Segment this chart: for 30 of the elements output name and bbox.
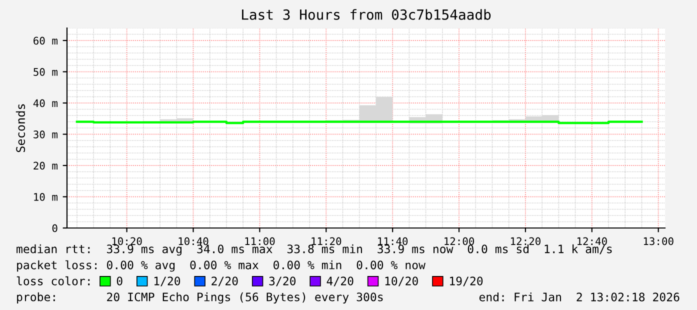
legend-label: 10/20	[385, 276, 418, 286]
legend-label: 0	[116, 276, 122, 286]
x-tick-label: 12:40	[577, 237, 607, 246]
legend-label: 1/20	[154, 276, 180, 286]
x-tick-label: 11:00	[245, 237, 275, 246]
y-axis-title: Seconds	[16, 104, 26, 152]
y-tick-label: 0	[52, 224, 58, 232]
x-tick-label: 11:40	[378, 237, 408, 246]
y-tick-label: 20 m	[34, 162, 58, 170]
legend-label: 3/20	[269, 276, 296, 286]
y-tick-label: 40 m	[33, 99, 58, 108]
y-tick-label: 60 m	[34, 36, 58, 45]
legend-label: 2/20	[212, 276, 238, 286]
y-tick-label: 10 m	[34, 193, 58, 201]
text: median rtt: 33.9 ms avg 34.0 ms max 33.8 ms min 33.9 ms now 0.0 ms sd 1.1 k am/s	[16, 244, 612, 256]
x-tick-label: 13:00	[644, 237, 674, 246]
legend-label: 4/20	[326, 276, 354, 286]
x-tick-label: 10:20	[112, 237, 142, 246]
legend-title: loss color:	[16, 276, 90, 286]
chart-title: Last 3 Hours from 03c7b154aadb	[242, 9, 491, 20]
text: packet loss: 0.00 % avg 0.00 % max 0.00 % min 0.00 % now	[17, 260, 426, 272]
text: end: Fri Jan 2 13:02:18 2026	[479, 292, 680, 302]
x-tick-label: 11:20	[312, 237, 342, 246]
x-tick-label: 12:00	[444, 237, 474, 246]
x-tick-label: 12:20	[511, 237, 540, 246]
y-tick-label: 30 m	[34, 130, 58, 138]
text: probe: 20 ICMP Echo Pings (56 Bytes) every 300s	[17, 292, 383, 304]
x-tick-label: 10:40	[178, 237, 208, 246]
legend-label: 19/20	[450, 276, 483, 286]
y-tick-label: 50 m	[34, 68, 58, 76]
